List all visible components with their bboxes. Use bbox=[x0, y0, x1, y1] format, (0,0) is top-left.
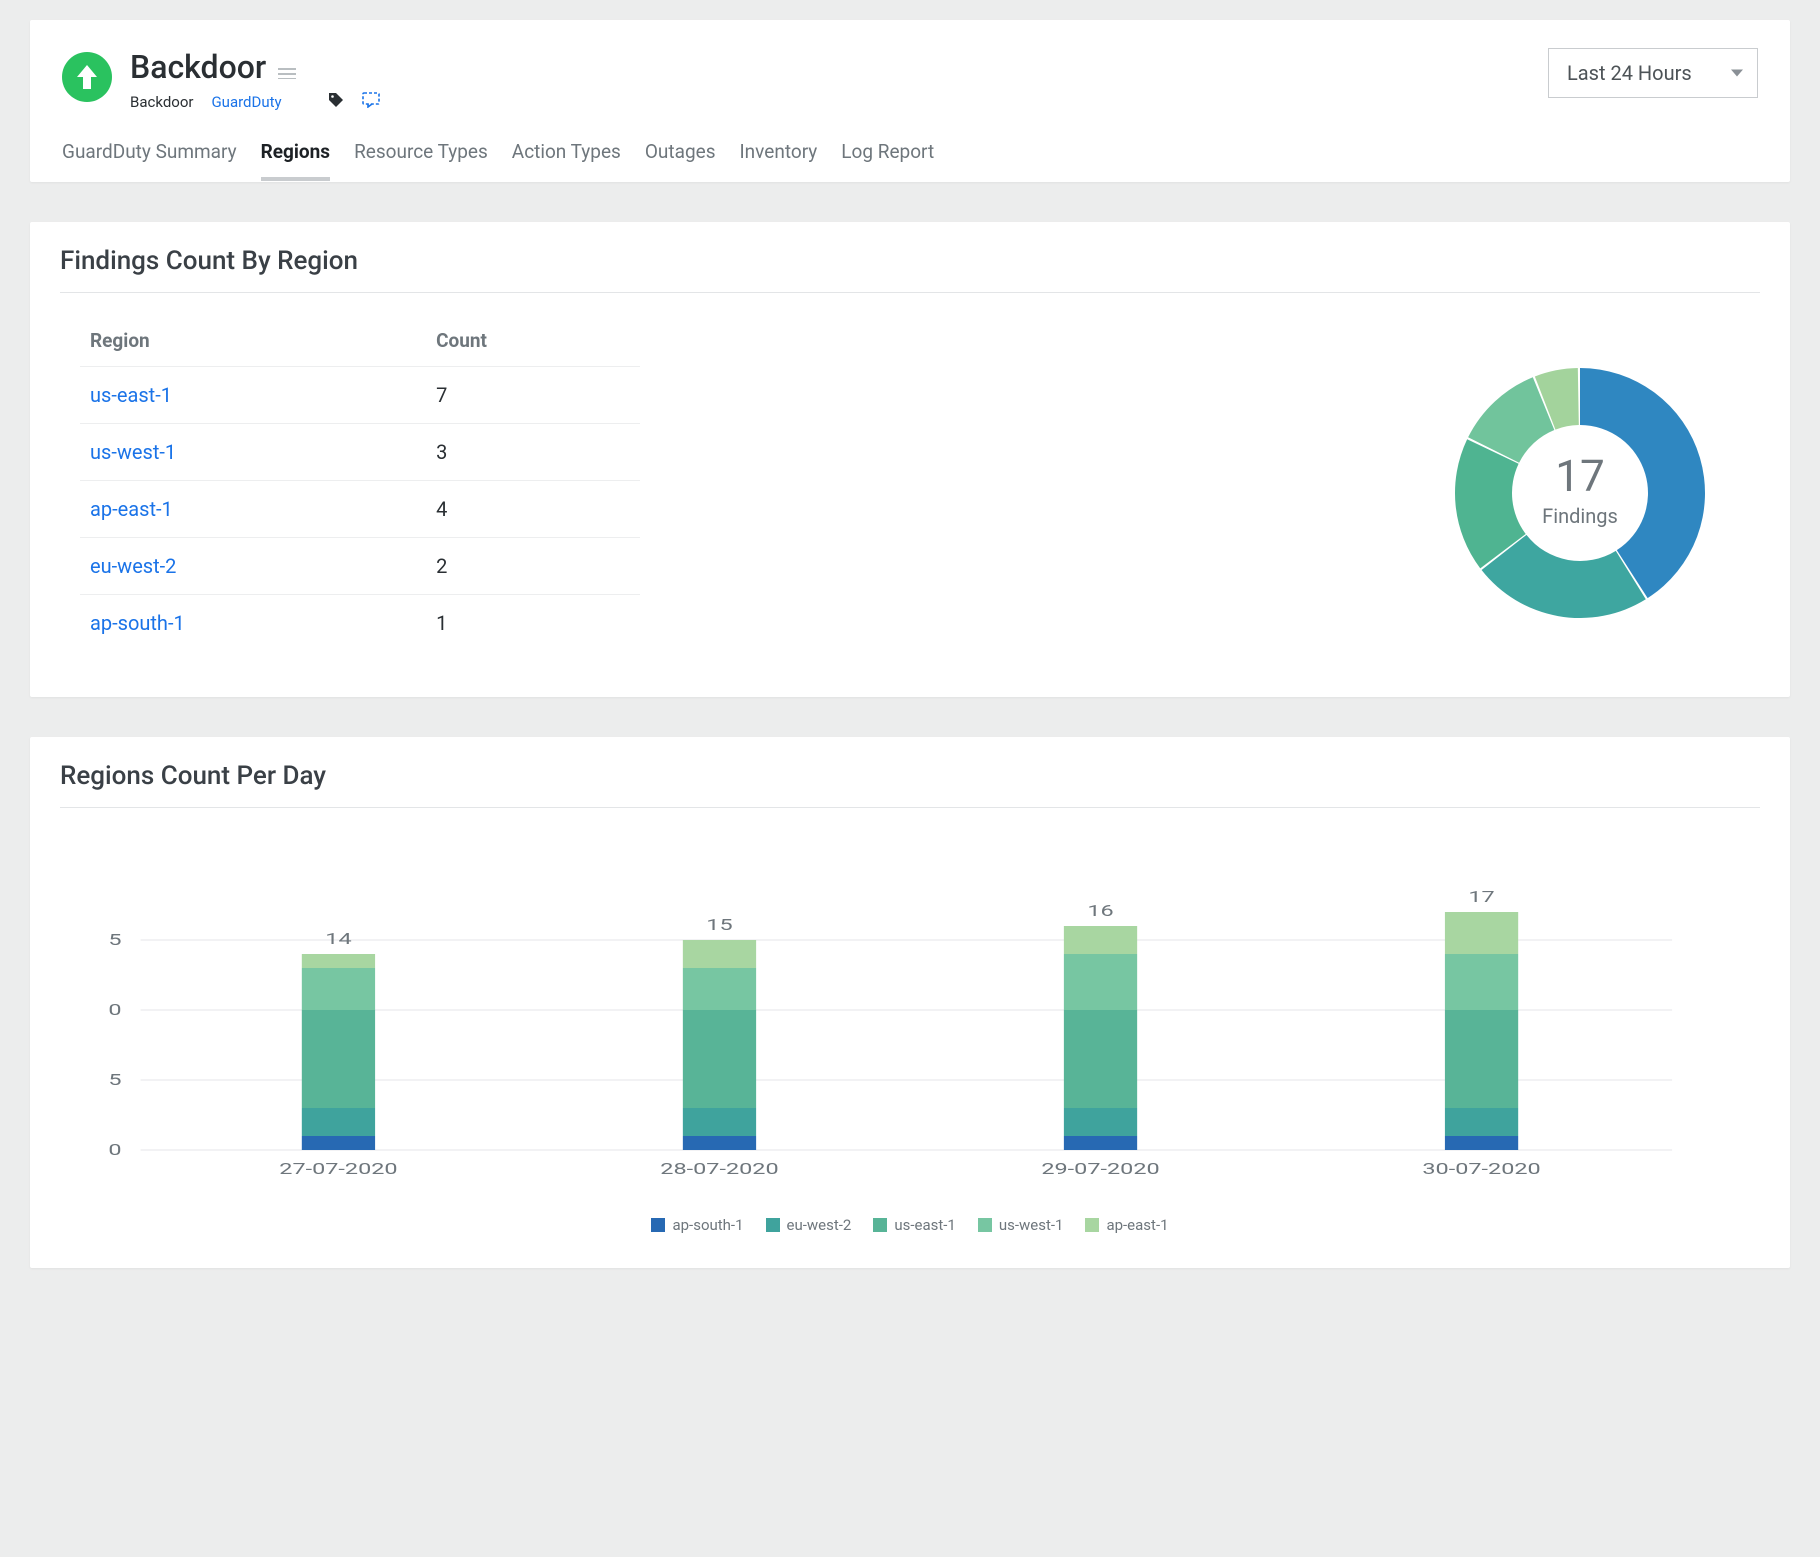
bar-chart-legend: ap-south-1 eu-west-2 us-east-1 us-west-1 ap-… bbox=[60, 1216, 1760, 1234]
header-top-row: Backdoor Backdoor GuardDuty Last 24 Hour bbox=[62, 48, 1758, 112]
page-title: Backdoor bbox=[130, 48, 266, 86]
drag-handle-icon[interactable] bbox=[278, 63, 296, 84]
svg-text:5: 5 bbox=[108, 930, 121, 949]
region-count: 3 bbox=[426, 424, 640, 481]
table-row: ap-east-14 bbox=[80, 481, 640, 538]
legend-swatch-icon bbox=[873, 1218, 887, 1232]
svg-text:17: 17 bbox=[1468, 887, 1494, 906]
legend-item[interactable]: us-west-1 bbox=[978, 1216, 1064, 1234]
region-link[interactable]: ap-east-1 bbox=[80, 481, 426, 538]
time-range-label: Last 24 Hours bbox=[1567, 61, 1692, 85]
tab-guardduty-summary[interactable]: GuardDuty Summary bbox=[62, 140, 237, 181]
tag-icon[interactable] bbox=[328, 92, 344, 112]
region-link[interactable]: eu-west-2 bbox=[80, 538, 426, 595]
region-link[interactable]: us-east-1 bbox=[80, 367, 426, 424]
svg-text:27-07-2020: 27-07-2020 bbox=[279, 1159, 397, 1178]
legend-label: us-east-1 bbox=[894, 1216, 956, 1234]
bar-segment[interactable] bbox=[302, 1136, 375, 1150]
bar-segment[interactable] bbox=[1064, 954, 1137, 1010]
comment-icon[interactable] bbox=[362, 92, 380, 112]
bar-segment[interactable] bbox=[683, 968, 756, 1010]
legend-label: ap-south-1 bbox=[672, 1216, 743, 1234]
stacked-bar-chart: 0 5 0 5 14 27-07-2020 15 28-07-2020 16 29-07-2020… bbox=[60, 830, 1760, 1234]
region-link[interactable]: us-west-1 bbox=[80, 424, 426, 481]
legend-item[interactable]: us-east-1 bbox=[873, 1216, 956, 1234]
bar-segment[interactable] bbox=[1064, 1108, 1137, 1136]
title-block: Backdoor Backdoor GuardDuty bbox=[130, 48, 380, 112]
time-range-dropdown[interactable]: Last 24 Hours bbox=[1548, 48, 1758, 98]
svg-text:5: 5 bbox=[108, 1070, 121, 1089]
tabs: GuardDuty Summary Regions Resource Types Ac… bbox=[62, 140, 1758, 182]
legend-item[interactable]: ap-east-1 bbox=[1085, 1216, 1168, 1234]
bar-segment[interactable] bbox=[1445, 1010, 1518, 1108]
bar-segment[interactable] bbox=[1445, 1136, 1518, 1150]
bar-segment[interactable] bbox=[1445, 1108, 1518, 1136]
bar-segment[interactable] bbox=[1064, 1010, 1137, 1108]
bar-segment[interactable] bbox=[1064, 1136, 1137, 1150]
panel-title: Findings Count By Region bbox=[60, 246, 1760, 293]
table-row: eu-west-22 bbox=[80, 538, 640, 595]
tab-action-types[interactable]: Action Types bbox=[512, 140, 621, 181]
legend-item[interactable]: eu-west-2 bbox=[766, 1216, 852, 1234]
svg-text:29-07-2020: 29-07-2020 bbox=[1041, 1159, 1159, 1178]
svg-text:0: 0 bbox=[108, 1140, 121, 1159]
table-row: us-east-17 bbox=[80, 367, 640, 424]
tab-inventory[interactable]: Inventory bbox=[740, 140, 818, 181]
regions-per-day-panel: Regions Count Per Day 0 5 0 5 14 27-07-2020 15… bbox=[30, 737, 1790, 1268]
legend-label: ap-east-1 bbox=[1106, 1216, 1168, 1234]
table-row: ap-south-11 bbox=[80, 595, 640, 652]
legend-swatch-icon bbox=[1085, 1218, 1099, 1232]
bar-segment[interactable] bbox=[302, 1010, 375, 1108]
region-count: 1 bbox=[426, 595, 640, 652]
panel-title: Regions Count Per Day bbox=[60, 761, 1760, 808]
bar-segment[interactable] bbox=[683, 1108, 756, 1136]
caret-down-icon bbox=[1731, 70, 1743, 77]
legend-label: eu-west-2 bbox=[787, 1216, 852, 1234]
table-row: us-west-13 bbox=[80, 424, 640, 481]
tab-outages[interactable]: Outages bbox=[645, 140, 716, 181]
legend-item[interactable]: ap-south-1 bbox=[651, 1216, 743, 1234]
tab-log-report[interactable]: Log Report bbox=[841, 140, 934, 181]
region-count: 4 bbox=[426, 481, 640, 538]
region-count: 7 bbox=[426, 367, 640, 424]
tab-regions[interactable]: Regions bbox=[261, 140, 330, 181]
breadcrumb-link[interactable]: GuardDuty bbox=[211, 93, 281, 111]
svg-text:15: 15 bbox=[706, 915, 732, 934]
bar-segment[interactable] bbox=[302, 1108, 375, 1136]
legend-swatch-icon bbox=[651, 1218, 665, 1232]
header-left: Backdoor Backdoor GuardDuty bbox=[62, 48, 380, 112]
legend-label: us-west-1 bbox=[999, 1216, 1064, 1234]
bar-segment[interactable] bbox=[1445, 954, 1518, 1010]
svg-text:28-07-2020: 28-07-2020 bbox=[660, 1159, 778, 1178]
breadcrumb-root: Backdoor bbox=[130, 93, 193, 111]
table-header: Region bbox=[80, 315, 426, 367]
tab-resource-types[interactable]: Resource Types bbox=[354, 140, 488, 181]
legend-swatch-icon bbox=[978, 1218, 992, 1232]
donut-center-label: Findings bbox=[1542, 504, 1618, 528]
bar-segment[interactable] bbox=[1064, 926, 1137, 954]
donut-center-value: 17 bbox=[1555, 450, 1604, 502]
region-table: RegionCount us-east-17us-west-13ap-east-… bbox=[60, 315, 1340, 651]
bar-segment[interactable] bbox=[1445, 912, 1518, 954]
svg-text:16: 16 bbox=[1087, 901, 1113, 920]
bar-segment[interactable] bbox=[302, 968, 375, 1010]
bar-segment[interactable] bbox=[683, 1136, 756, 1150]
legend-swatch-icon bbox=[766, 1218, 780, 1232]
region-link[interactable]: ap-south-1 bbox=[80, 595, 426, 652]
status-up-icon bbox=[62, 52, 112, 102]
breadcrumb: Backdoor GuardDuty bbox=[130, 92, 380, 112]
bar-segment[interactable] bbox=[302, 954, 375, 968]
region-count: 2 bbox=[426, 538, 640, 595]
bar-segment[interactable] bbox=[683, 940, 756, 968]
findings-by-region-panel: Findings Count By Region RegionCount us-… bbox=[30, 222, 1790, 697]
table-header: Count bbox=[426, 315, 640, 367]
bar-segment[interactable] bbox=[683, 1010, 756, 1108]
findings-donut-chart: 17 Findings bbox=[1400, 315, 1760, 663]
header-card: Backdoor Backdoor GuardDuty Last 24 Hour bbox=[30, 20, 1790, 182]
svg-text:14: 14 bbox=[325, 929, 351, 948]
svg-text:0: 0 bbox=[108, 1000, 121, 1019]
svg-text:30-07-2020: 30-07-2020 bbox=[1422, 1159, 1540, 1178]
